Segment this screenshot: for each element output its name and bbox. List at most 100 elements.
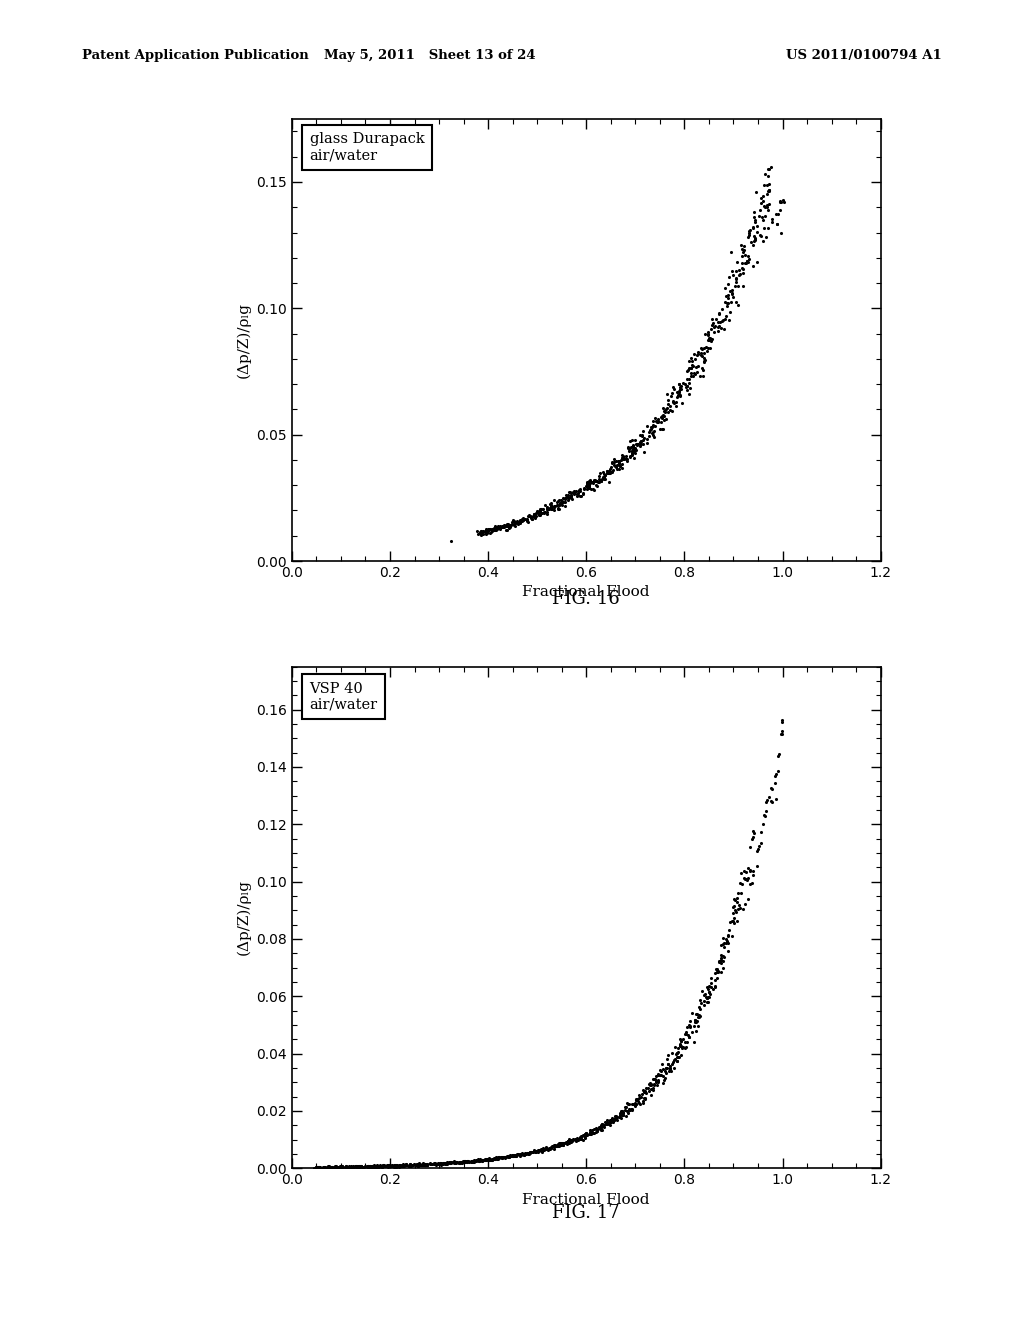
Point [402,1155,419,1176]
Point [324,1156,340,1177]
Point [472,523,488,544]
Point [614,1105,631,1126]
Text: FIG. 16: FIG. 16 [552,590,620,609]
Point [519,1143,536,1164]
Point [573,1126,590,1147]
Point [591,1117,607,1138]
Point [660,1053,677,1074]
Point [753,833,769,854]
Point [694,359,711,380]
Point [623,446,639,467]
Point [387,1155,403,1176]
Point [652,1065,669,1086]
Point [507,512,523,533]
Point [351,1156,368,1177]
Point [666,378,682,399]
Point [746,231,763,252]
Point [613,1101,630,1122]
Point [669,381,685,403]
Point [657,1063,674,1084]
Point [757,805,773,826]
Point [699,986,716,1007]
Point [760,199,776,220]
Point [600,463,616,484]
Point [392,1156,409,1177]
Point [374,1156,390,1177]
Point [551,498,567,519]
Point [557,484,573,506]
Point [669,1043,685,1064]
Point [728,268,744,289]
Point [512,1144,528,1166]
Point [722,280,738,301]
Point [659,1053,676,1074]
Point [614,447,631,469]
Point [684,355,700,376]
Point [577,1123,593,1144]
Point [527,1140,544,1162]
Point [652,1060,669,1081]
Point [672,1034,688,1055]
Point [449,1152,465,1173]
Point [481,1147,498,1168]
Point [572,486,589,507]
Point [729,909,745,931]
Point [644,414,660,436]
Point [739,251,756,272]
Point [532,502,549,523]
Point [656,401,673,422]
Point [646,1074,663,1096]
Point [585,473,601,494]
Point [323,1156,339,1177]
Point [569,484,586,506]
Point [535,1138,551,1159]
Point [671,374,687,395]
Point [558,1133,574,1154]
Point [464,1151,480,1172]
Point [367,1155,383,1176]
Point [551,495,567,516]
Point [631,1093,647,1114]
Point [642,1074,658,1096]
Point [395,1154,412,1175]
Point [464,1151,480,1172]
Point [725,286,741,308]
Point [632,425,648,446]
Point [666,1057,682,1078]
Point [659,1048,676,1069]
Point [582,1122,598,1143]
Point [724,896,740,917]
Point [653,407,670,428]
Point [442,1152,459,1173]
Point [741,249,758,271]
Point [579,475,595,496]
Point [769,214,785,235]
Point [763,777,779,799]
Point [327,1156,343,1177]
Point [344,1156,360,1177]
Point [395,1154,412,1175]
Point [721,267,737,288]
Point [614,446,631,467]
Point [606,451,623,473]
Point [359,1155,376,1176]
Point [454,1151,470,1172]
Point [624,1094,640,1115]
Point [677,1023,693,1044]
Point [665,383,681,404]
Point [365,1156,381,1177]
Point [311,1158,328,1179]
Point [514,511,530,532]
Point [743,231,760,252]
Point [414,1154,430,1175]
Point [657,400,674,421]
Point [741,859,758,880]
Point [518,508,535,529]
Point [754,821,770,842]
Point [543,496,559,517]
Point [500,513,516,535]
Point [549,1135,565,1156]
Point [701,975,718,997]
Point [499,516,515,537]
Point [615,447,632,469]
